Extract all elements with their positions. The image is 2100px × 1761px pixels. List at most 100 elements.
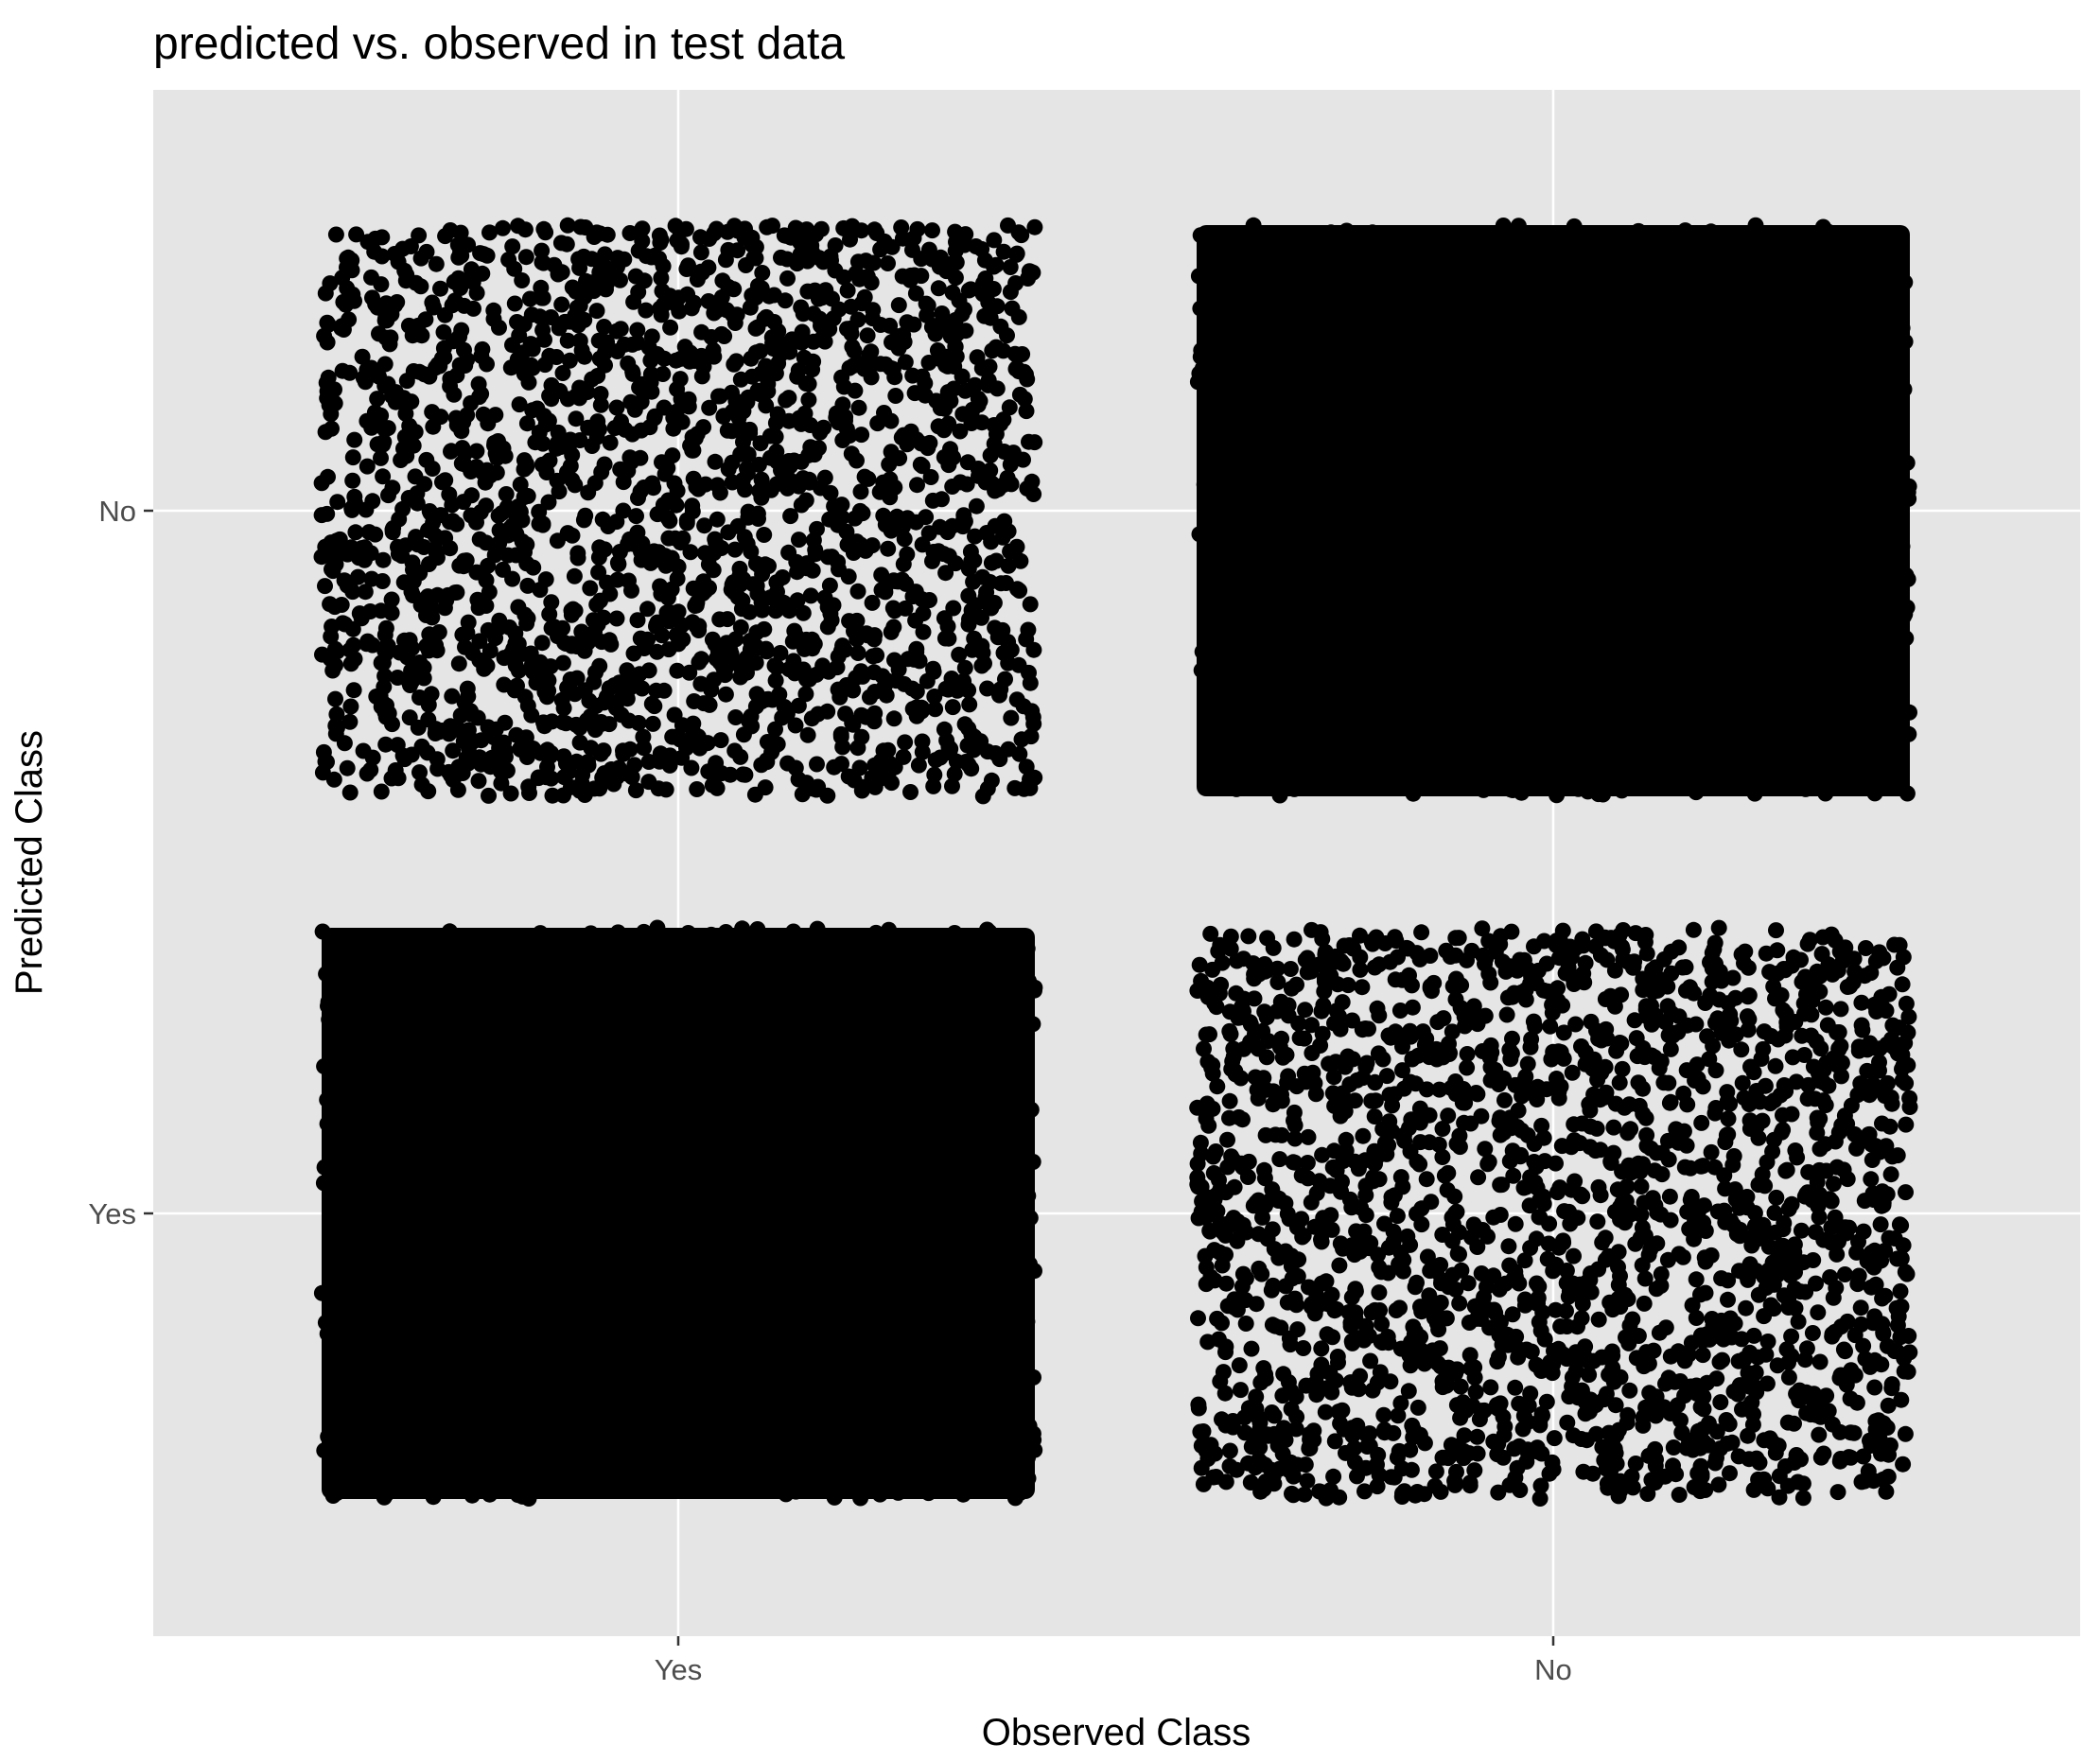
data-point [556,1096,573,1113]
data-point [327,226,344,243]
data-point [954,518,971,535]
data-point [757,779,774,796]
data-point [1520,381,1536,398]
data-point [930,280,947,297]
data-point [333,1004,350,1021]
data-point [1669,294,1686,311]
data-point [835,1444,852,1461]
data-point [1409,432,1426,449]
data-point [664,1043,681,1060]
data-point [1458,418,1475,435]
data-point [948,1235,965,1252]
data-point [944,284,961,301]
data-point [638,1470,655,1487]
data-point [1538,385,1555,402]
data-point [1565,232,1582,249]
data-point [1463,648,1479,665]
data-point [883,412,900,429]
data-point [946,765,963,782]
data-point [1629,246,1646,263]
data-point [812,424,829,441]
data-point [787,717,804,734]
data-point [1282,277,1299,294]
data-point [1264,671,1281,688]
data-point [608,947,625,964]
data-point [387,393,404,410]
data-point [502,1001,519,1018]
data-point [925,660,941,677]
data-point [362,761,379,778]
data-point [638,302,655,319]
data-point [876,1469,893,1486]
data-point [1379,489,1396,506]
data-point [1354,679,1371,696]
data-point [1565,527,1582,544]
data-point [640,1386,657,1403]
data-point [391,961,408,978]
data-point [560,1076,577,1093]
data-point [1534,315,1551,331]
data-point [854,668,871,685]
data-point [619,1170,636,1187]
data-point [528,1189,545,1206]
data-point [1553,288,1570,305]
data-point [856,468,873,485]
data-point [807,1464,824,1481]
data-point [1812,300,1829,317]
data-point [1712,523,1729,540]
data-point [1382,620,1399,636]
data-point [1731,702,1748,718]
data-point [844,339,861,356]
data-point [619,1377,636,1394]
data-point [464,273,481,290]
data-point [629,612,646,629]
data-point [568,716,585,733]
data-point [709,1116,726,1133]
data-point [1314,609,1331,625]
data-point [897,1188,914,1204]
data-point [623,582,639,599]
data-point [480,415,497,432]
data-point [990,1413,1007,1429]
data-point [1208,515,1225,532]
data-point [347,524,364,541]
data-point [1843,237,1860,253]
data-point [502,1051,519,1068]
data-point [592,1174,609,1191]
data-point [408,1323,425,1340]
data-point [745,971,762,988]
data-point [988,1301,1005,1318]
data-point [1490,346,1507,363]
data-point [1801,241,1818,258]
data-point [894,1349,911,1366]
data-point [1197,503,1213,520]
data-point [443,1034,460,1051]
data-point [715,1064,732,1081]
data-point [542,1067,558,1083]
data-point [1218,636,1235,652]
data-point [326,381,342,398]
data-point [1470,513,1487,529]
data-point [1022,1210,1039,1227]
data-point [874,1203,890,1220]
data-point [942,1274,959,1291]
data-point [927,701,944,718]
data-point [982,309,999,326]
data-point [1014,1379,1030,1396]
data-point [1484,669,1501,686]
data-point [1749,269,1766,286]
data-point [571,1431,588,1448]
data-points [313,217,1918,1507]
data-point [903,1300,920,1317]
data-point [1199,601,1216,618]
data-point [590,332,607,349]
data-point [510,1390,527,1407]
data-point [1580,676,1597,693]
data-point [459,407,476,424]
data-point [475,1339,492,1356]
data-point [1277,473,1294,489]
data-point [784,973,801,990]
data-point [766,657,783,674]
data-point [814,1336,831,1353]
